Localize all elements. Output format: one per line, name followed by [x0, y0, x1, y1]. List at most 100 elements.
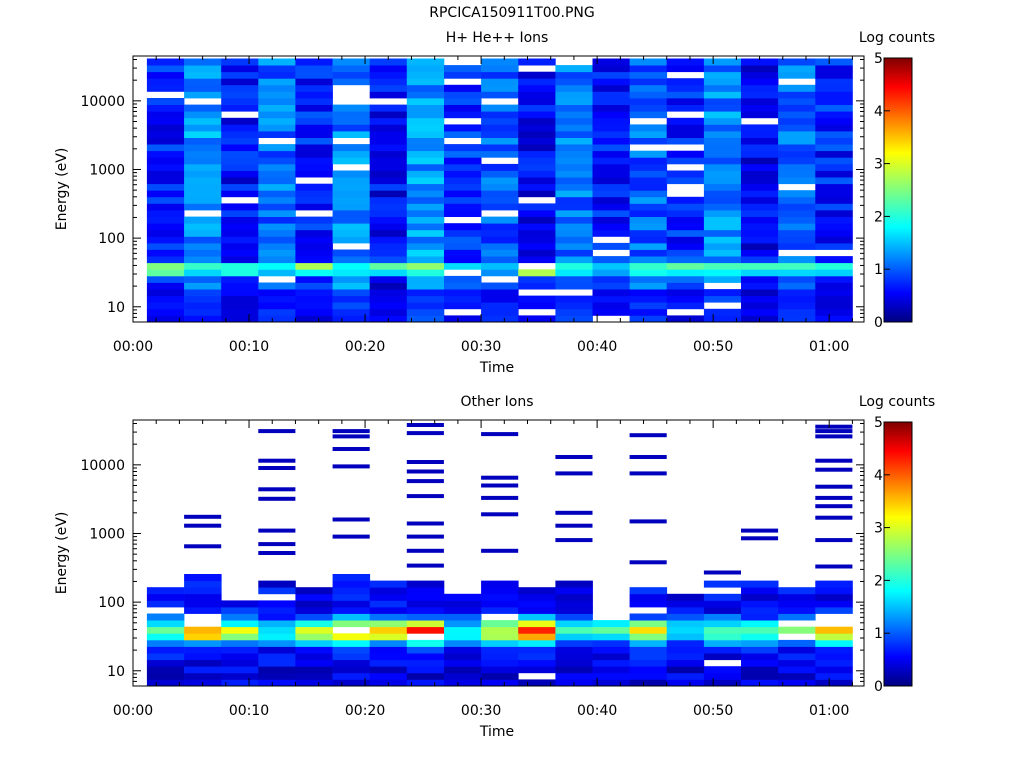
heatmap-cell	[815, 666, 853, 674]
heatmap-cell	[778, 256, 816, 264]
colorbar-tick-label: 3	[874, 157, 883, 173]
heatmap-cell	[258, 58, 296, 66]
heatmap-cell	[629, 646, 668, 654]
heatmap-cell	[444, 275, 482, 283]
heatmap-cell	[146, 295, 185, 303]
heatmap-cell	[332, 447, 370, 451]
heatmap-cell	[184, 177, 222, 185]
heatmap-cell	[741, 183, 779, 191]
heatmap-cell	[703, 666, 742, 674]
x-tick-label: 00:30	[461, 339, 501, 355]
heatmap-cell	[629, 71, 668, 79]
heatmap-cell	[444, 302, 482, 310]
heatmap-cell	[778, 289, 816, 297]
heatmap-cell	[592, 150, 630, 158]
heatmap-cell	[406, 157, 445, 165]
heatmap-cell	[703, 104, 742, 112]
heatmap-cell	[369, 600, 408, 608]
heatmap-cell	[444, 606, 482, 614]
heatmap-cell	[444, 190, 482, 198]
heatmap-cell	[258, 150, 296, 158]
heatmap-cell	[184, 170, 222, 178]
heatmap-cell	[778, 65, 816, 73]
heatmap-cell	[295, 58, 333, 66]
heatmap-cell	[815, 196, 853, 204]
heatmap-cell	[221, 203, 259, 211]
heatmap-cell	[258, 71, 296, 79]
heatmap-cell	[184, 150, 222, 158]
heatmap-cell	[184, 104, 222, 112]
heatmap-cell	[369, 117, 408, 125]
heatmap-cell	[258, 487, 296, 492]
heatmap-cell	[258, 659, 296, 667]
heatmap-cell	[444, 111, 482, 119]
heatmap-column	[146, 58, 185, 323]
heatmap-cell	[258, 190, 296, 198]
heatmap-cell	[518, 679, 556, 687]
heatmap-cell	[518, 223, 556, 231]
heatmap-cell	[221, 98, 259, 105]
heatmap-cell	[703, 613, 742, 621]
heatmap-cell	[629, 58, 668, 66]
chart-title-top: H+ He++ Ions	[446, 30, 549, 46]
heatmap-cell	[629, 666, 668, 674]
heatmap-cell	[815, 434, 853, 439]
heatmap-cell	[703, 308, 742, 316]
heatmap-column	[666, 58, 705, 323]
heatmap-cell	[406, 269, 445, 277]
x-tick-label: 00:00	[113, 339, 153, 355]
heatmap-cell	[295, 679, 333, 687]
heatmap-cell	[592, 308, 630, 316]
heatmap-cell	[146, 639, 185, 647]
heatmap-cell	[741, 282, 779, 290]
heatmap-cell	[555, 523, 593, 528]
heatmap-cell	[481, 432, 519, 437]
heatmap-column	[778, 587, 816, 687]
heatmap-cell	[184, 639, 222, 647]
heatmap-cell	[741, 104, 779, 112]
colorbar-tick-label: 0	[874, 679, 883, 695]
heatmap-cell	[369, 177, 408, 185]
heatmap-cell	[555, 600, 593, 608]
x-tick-label: 00:40	[577, 339, 617, 355]
heatmap-cell	[666, 65, 705, 73]
heatmap-cell	[146, 646, 185, 654]
heatmap-cell	[221, 58, 259, 66]
heatmap-cell	[369, 58, 408, 66]
heatmap-cell	[295, 163, 333, 171]
heatmap-cell	[555, 210, 593, 217]
heatmap-cell	[481, 78, 519, 86]
heatmap-cell	[815, 58, 853, 66]
heatmap-cell	[629, 65, 668, 73]
heatmap-cell	[146, 144, 185, 152]
heatmap-cell	[332, 223, 371, 231]
heatmap-cell	[629, 679, 668, 687]
heatmap-cell	[629, 593, 668, 601]
heatmap-cell	[703, 65, 742, 73]
heatmap-cell	[629, 177, 668, 185]
heatmap-cell	[666, 620, 705, 628]
heatmap-cell	[369, 190, 408, 198]
heatmap-cell	[444, 131, 482, 138]
heatmap-cell	[332, 269, 371, 277]
heatmap-cell	[369, 672, 408, 680]
y-ticks-top: 10 100 1000 10000	[80, 59, 864, 323]
heatmap-cell	[592, 163, 630, 171]
heatmap-cell	[481, 659, 519, 667]
heatmap-cell	[741, 170, 779, 178]
heatmap-cell	[703, 315, 742, 323]
heatmap-cell	[592, 190, 630, 198]
heatmap-cell	[815, 659, 853, 667]
heatmap-cell	[815, 177, 853, 185]
heatmap-cell	[184, 282, 222, 290]
heatmap-cell	[406, 521, 444, 526]
heatmap-cell	[518, 613, 556, 621]
heatmap-cell	[332, 210, 371, 217]
heatmap-cell	[703, 84, 742, 92]
heatmap-cell	[295, 666, 333, 674]
heatmap-cell	[741, 203, 779, 211]
heatmap-cell	[481, 242, 519, 250]
heatmap-cell	[518, 91, 556, 99]
heatmap-cell	[332, 111, 371, 119]
heatmap-cell	[221, 646, 259, 654]
